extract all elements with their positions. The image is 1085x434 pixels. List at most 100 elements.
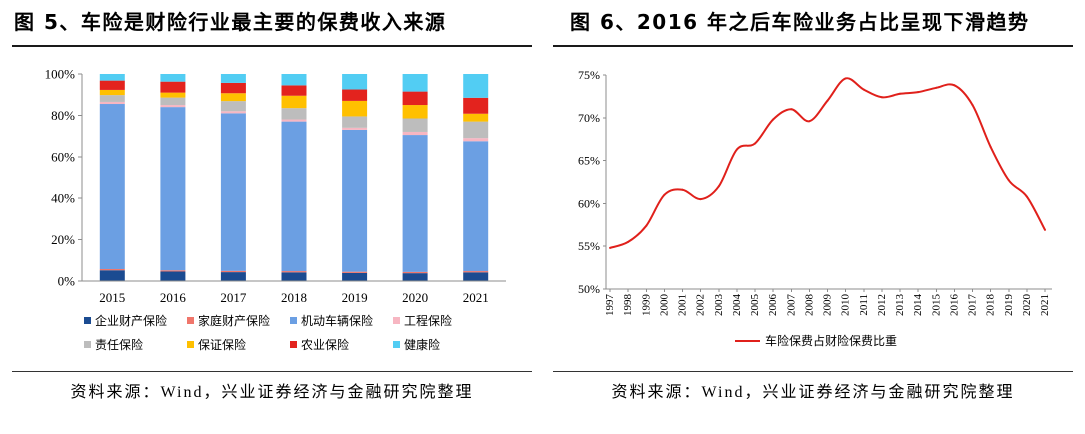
bar-guarantee-2020 <box>402 105 428 119</box>
bar-health-2020 <box>402 74 428 92</box>
bar-motor-vehicle-2015 <box>99 104 125 269</box>
x-tick-label: 2021 <box>463 290 489 305</box>
x-tick-label: 1998 <box>622 294 634 317</box>
bar-household-property-2017 <box>220 270 246 273</box>
y-tick-label: 60% <box>51 149 75 164</box>
x-tick-label: 2016 <box>948 294 960 317</box>
legend-swatch-household-property <box>187 317 194 324</box>
bar-agriculture-2015 <box>99 80 125 90</box>
data-point-1997 <box>609 246 611 249</box>
title-rule <box>553 45 1073 47</box>
bar-liability-2015 <box>99 95 125 102</box>
data-point-2005 <box>754 142 756 145</box>
bar-household-property-2021 <box>463 271 489 273</box>
legend-label-liability: 责任保险 <box>95 337 143 352</box>
x-tick-label: 2017 <box>220 290 247 305</box>
x-tick-label: 2000 <box>658 294 670 317</box>
x-tick-label: 2010 <box>840 294 852 317</box>
data-point-2010 <box>844 77 847 80</box>
bar-household-property-2019 <box>342 271 368 273</box>
bar-enterprise-property-2018 <box>281 272 307 281</box>
x-tick-label: 2008 <box>803 294 815 317</box>
title-rule <box>12 45 532 47</box>
y-tick-label: 50% <box>578 282 600 296</box>
y-tick-label: 75% <box>578 68 600 82</box>
data-point-2009 <box>826 99 829 102</box>
figure-6-title: 图 6、2016 年之后车险业务占比呈现下滑趋势 <box>570 10 1030 34</box>
x-tick-label: 2019 <box>342 290 368 305</box>
bar-motor-vehicle-2017 <box>220 113 246 271</box>
bar-guarantee-2021 <box>463 113 489 122</box>
line-chart: 50% 55% 60% 65% 70% 75% 1997 1998 1999 2000 2001 20… <box>578 68 1052 348</box>
y-tick-label: 70% <box>578 111 600 125</box>
bar-household-property-2015 <box>99 268 125 271</box>
x-tick-label: 2016 <box>160 290 187 305</box>
bar-agriculture-2018 <box>281 85 307 96</box>
figure-5-title: 图 5、车险是财险行业最主要的保费收入来源 <box>14 10 447 34</box>
stacked-bar-chart: 2015 2016 2017 2018 2019 2020 2021 0% 20% 40% 60% 8… <box>45 67 506 352</box>
data-point-2016 <box>953 84 956 87</box>
bar-enterprise-property-2017 <box>220 272 246 281</box>
bar-motor-vehicle-2019 <box>342 129 368 272</box>
x-tick-label: 2011 <box>858 294 870 316</box>
bar-agriculture-2019 <box>342 89 368 101</box>
x-tick-label: 2003 <box>713 294 725 317</box>
bar-health-2016 <box>160 74 186 82</box>
bar-enterprise-property-2021 <box>463 272 489 281</box>
legend-swatch-motor-vehicle <box>290 317 297 324</box>
y-tick-label: 40% <box>51 191 75 206</box>
x-tick-label: 2019 <box>1003 294 1015 317</box>
bar-health-2017 <box>220 74 246 83</box>
bar-health-2015 <box>99 74 125 81</box>
y-tick-label: 55% <box>578 239 600 253</box>
bar-enterprise-property-2015 <box>99 270 125 281</box>
y-tick-label: 65% <box>578 154 600 168</box>
bar-guarantee-2019 <box>342 100 368 117</box>
data-point-2007 <box>790 108 793 111</box>
bar-enterprise-property-2019 <box>342 272 368 281</box>
bar-engineering-2020 <box>402 131 428 136</box>
x-tick-label: 1997 <box>604 294 616 317</box>
x-tick-label: 2020 <box>402 290 428 305</box>
figure-6-panel: 图 6、2016 年之后车险业务占比呈现下滑趋势 50% 55% 60% 65% 70%… <box>553 0 1073 434</box>
data-point-2020 <box>1025 195 1028 198</box>
x-tick-label: 2007 <box>785 294 797 317</box>
source-rule <box>553 371 1073 372</box>
legend-label-agriculture: 农业保险 <box>301 337 349 352</box>
bar-agriculture-2017 <box>220 82 246 94</box>
y-tick-label: 0% <box>58 274 76 289</box>
data-point-2015 <box>935 86 938 89</box>
x-tick-label: 2004 <box>731 294 743 317</box>
bar-agriculture-2020 <box>402 91 428 106</box>
bar-guarantee-2017 <box>220 93 246 102</box>
data-point-2013 <box>899 92 901 95</box>
bar-engineering-2018 <box>281 119 307 122</box>
legend-swatch-agriculture <box>290 341 297 348</box>
x-tick-label: 2015 <box>930 294 942 317</box>
bar-motor-vehicle-2018 <box>281 121 307 272</box>
data-point-2012 <box>880 96 883 99</box>
data-point-2014 <box>917 91 920 94</box>
x-tick-label: 2018 <box>985 294 997 317</box>
legend-label-household-property: 家庭财产保险 <box>198 313 270 328</box>
series-line <box>609 77 1046 249</box>
y-tick-label: 80% <box>51 108 75 123</box>
data-point-2001 <box>681 188 684 191</box>
bar-agriculture-2016 <box>160 81 186 93</box>
bar-liability-2019 <box>342 116 368 128</box>
data-point-2017 <box>971 104 974 106</box>
x-tick-label: 2005 <box>749 294 761 317</box>
data-point-2006 <box>772 118 775 121</box>
bar-engineering-2016 <box>160 105 186 108</box>
bar-liability-2018 <box>281 108 307 120</box>
bar-liability-2020 <box>402 118 428 132</box>
x-tick-label: 2014 <box>912 294 924 317</box>
bar-health-2021 <box>463 74 489 98</box>
x-tick-label: 2020 <box>1021 294 1033 317</box>
data-point-2008 <box>808 120 811 123</box>
bar-guarantee-2018 <box>281 95 307 109</box>
bar-motor-vehicle-2016 <box>160 107 186 271</box>
data-point-2003 <box>717 185 720 188</box>
data-point-2002 <box>699 198 702 201</box>
